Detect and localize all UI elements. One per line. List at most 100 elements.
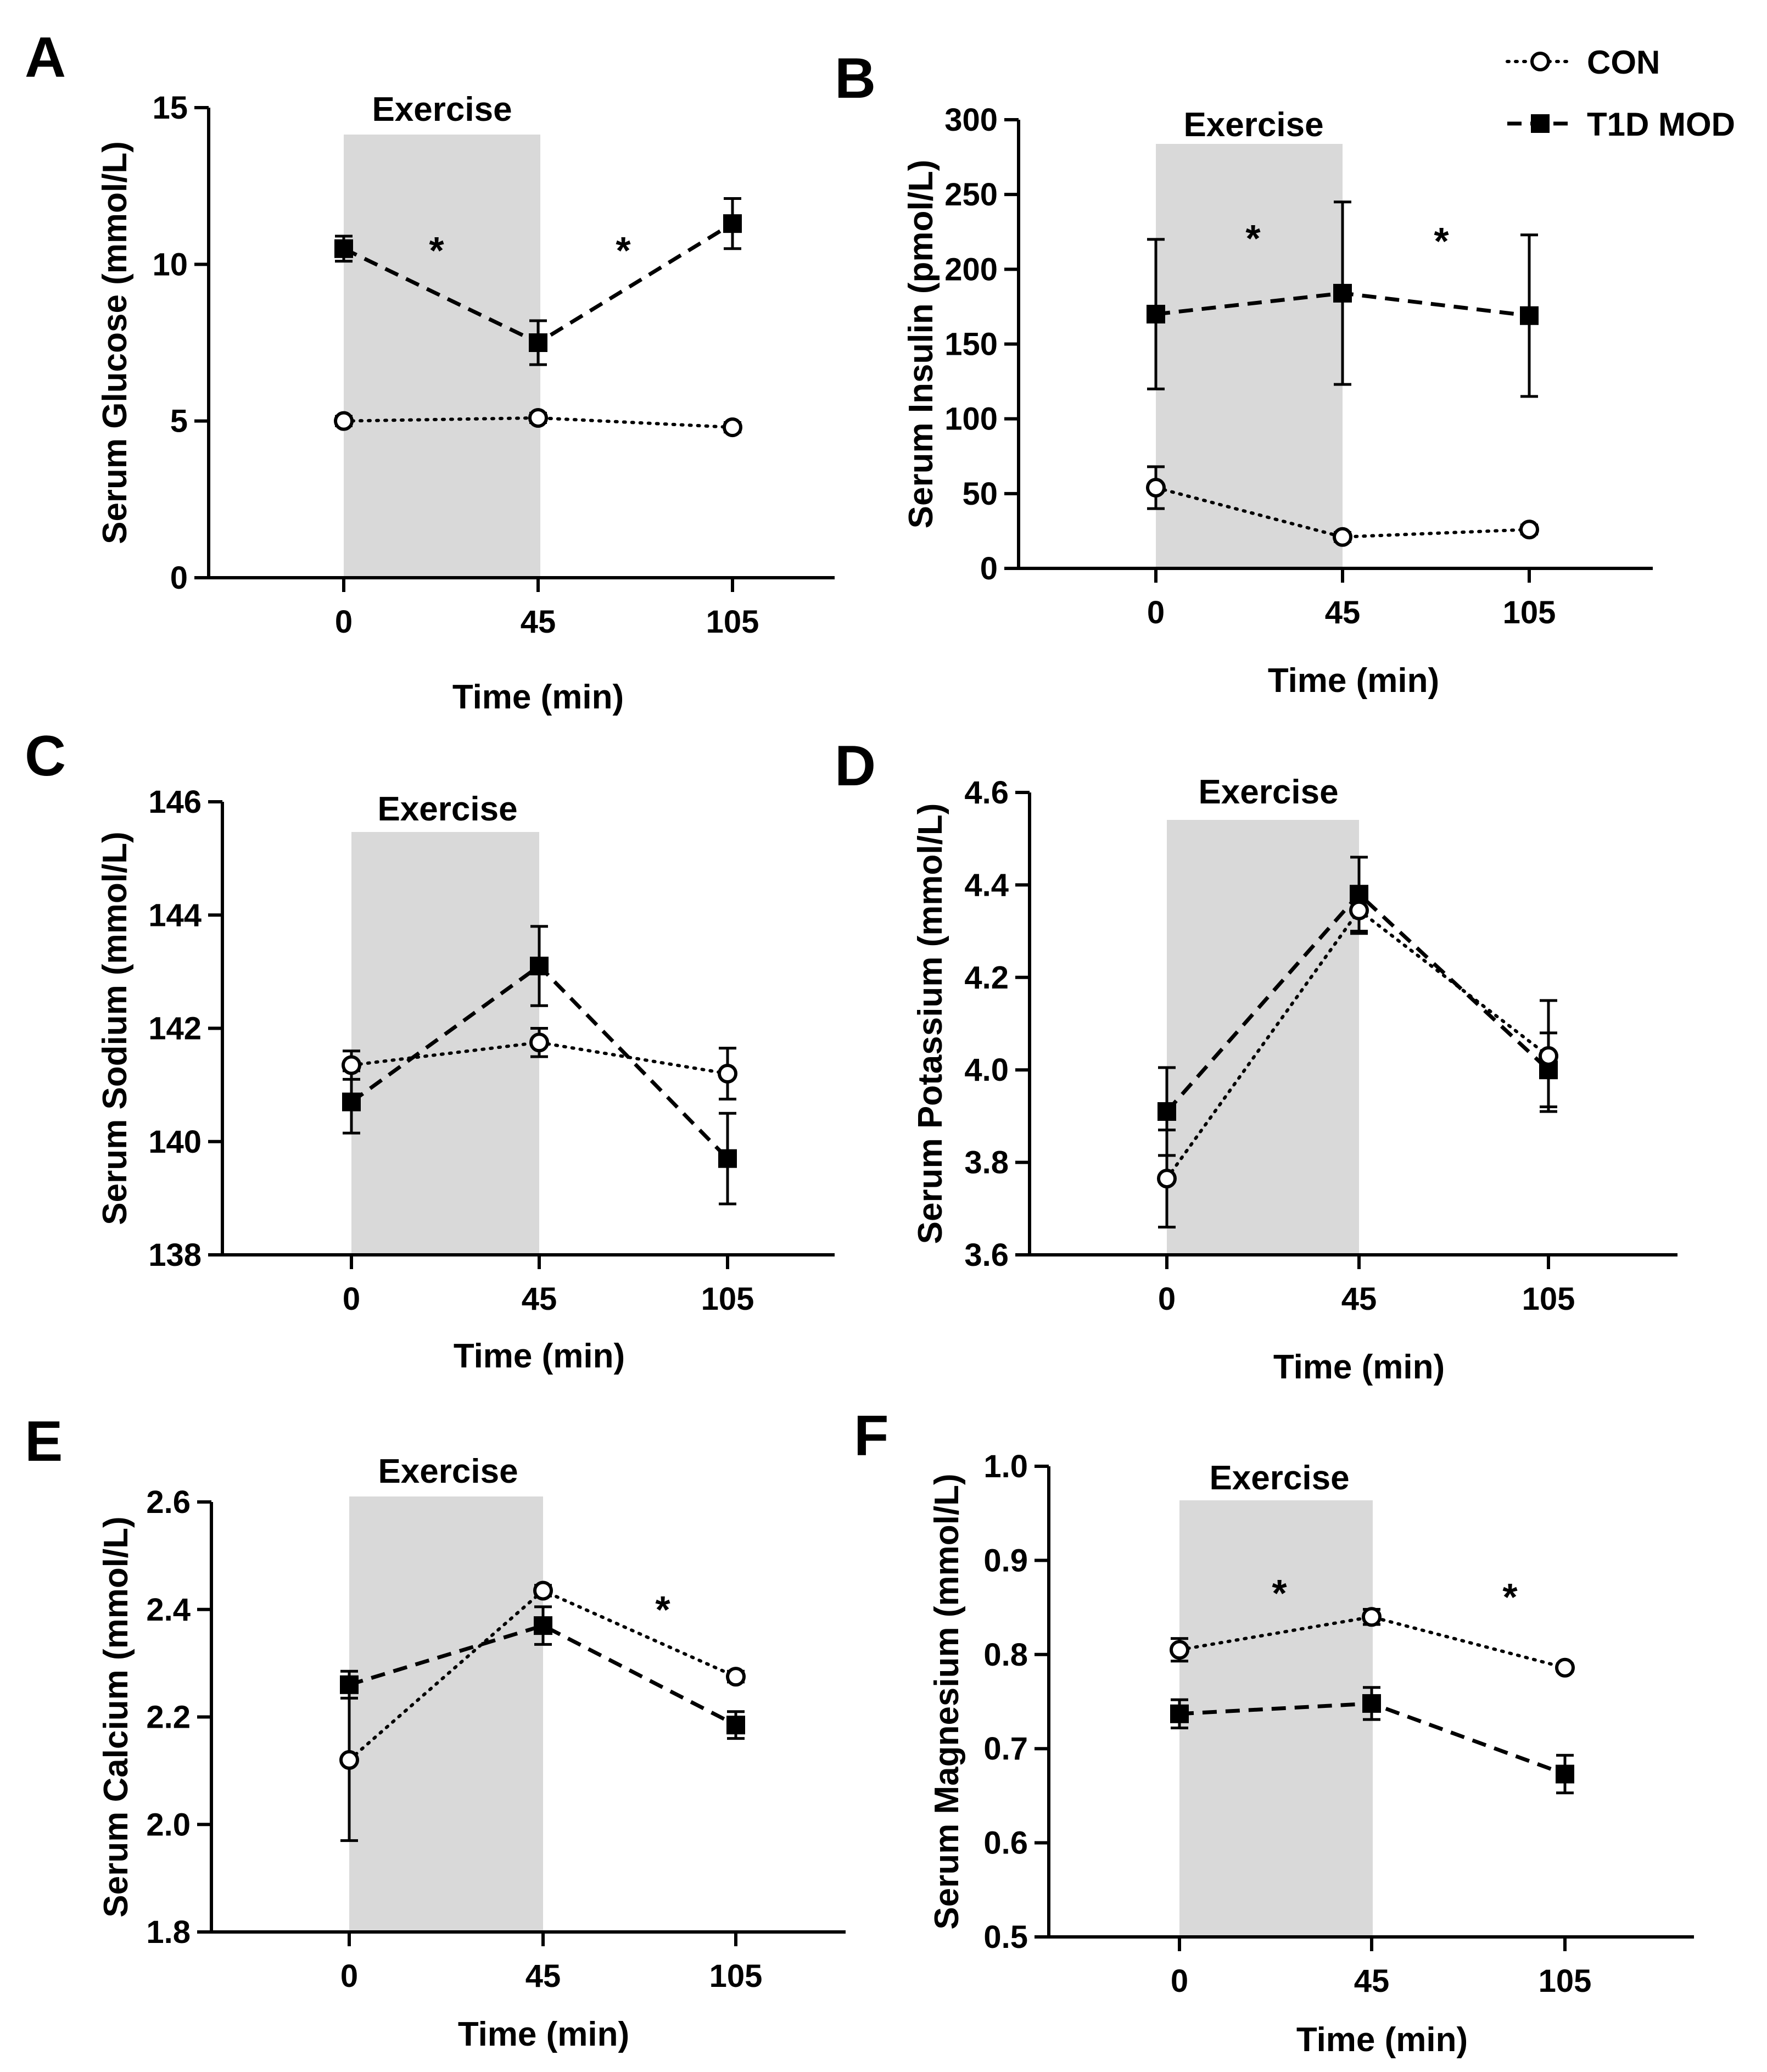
panel-a-series-con [334, 407, 742, 438]
panel-d-series-con-point [1539, 1046, 1558, 1066]
panel-c-y-axis-title: Serum Sodium (mmol/L) [96, 831, 134, 1225]
panel-b-series-con-line [1154, 485, 1531, 539]
panel-f-x-tick-label: 45 [1354, 1963, 1390, 1999]
panel-b-series-con-point [1333, 527, 1352, 547]
panel-b-significance-star: * [1434, 220, 1449, 263]
panel-c-series-con [342, 1027, 737, 1101]
panel-f: Exercise 0.5 0.6 0.7 0.8 0.9 1.0 0 45 105 Time (mi… [854, 1404, 1694, 2059]
panel-f-series-con-point [1362, 1607, 1382, 1627]
panel-e-letter: E [25, 1410, 63, 1473]
panel-d-x-tick-label: 45 [1341, 1281, 1377, 1317]
panel-d-y-tick-label: 3.8 [964, 1145, 1009, 1181]
panel-f-y-tick-label: 0.9 [983, 1543, 1028, 1578]
panel-c-y-tick-label: 144 [148, 897, 202, 933]
panel-b-x-tick-label: 0 [1147, 595, 1165, 630]
panel-c-letter: C [25, 724, 66, 788]
panel-a-x-tick-label: 45 [521, 604, 556, 640]
panel-e-y-axis-title: Serum Calcium (mmol/L) [97, 1516, 135, 1917]
panel-b-x-tick-label: 45 [1325, 595, 1361, 630]
panel-d-letter: D [835, 734, 876, 798]
panel-a-x-tick-label: 105 [706, 604, 759, 640]
panel-b-series-t1d-mod-point [1147, 305, 1165, 324]
panel-c: Exercise 138 140 142 144 146 0 45 105 Time (min) S… [25, 724, 835, 1375]
panel-a-y-tick-label: 0 [170, 560, 188, 596]
panel-e-exercise-region [349, 1496, 543, 1932]
panel-d-series-con-point [1157, 1169, 1177, 1189]
legend-label-t1d-mod: T1D MOD [1587, 106, 1735, 143]
panel-b-y-axis-title: Serum Insulin (pmol/L) [902, 160, 940, 529]
panel-e-significance-star: * [655, 1588, 670, 1631]
panel-a-series-con-line [342, 416, 734, 429]
panel-c-series-t1d-mod-point [342, 1092, 361, 1112]
panel-b-y-tick-label: 100 [944, 401, 998, 437]
panel-e-y-tick-label: 2.2 [146, 1700, 191, 1735]
panel-f-series-t1d-mod-point [1170, 1704, 1189, 1723]
panel-f-series-t1d-mod [1170, 1686, 1574, 1795]
panel-c-series-t1d-mod [342, 925, 737, 1205]
panel-e-exercise-label: Exercise [378, 1453, 518, 1490]
panel-a-y-tick-label: 10 [152, 247, 188, 282]
panel-f-series-con-point [1170, 1640, 1189, 1660]
panel-a-y-tick-label: 15 [152, 90, 188, 126]
panel-b-series-con [1146, 465, 1539, 547]
panel-b-exercise-label: Exercise [1183, 106, 1323, 144]
panel-d-x-axis-title: Time (min) [1273, 1348, 1445, 1386]
panel-a-series-con-point [723, 417, 742, 438]
panel-d-x-tick-label: 105 [1522, 1281, 1575, 1317]
panel-a-series-t1d-mod [334, 197, 742, 366]
panel-c-series-con-point [529, 1032, 549, 1053]
panel-a-series-t1d-mod-point [529, 333, 547, 352]
panel-b-y-tick-label: 150 [944, 327, 998, 362]
panel-d: Exercise 3.6 3.8 4.0 4.2 4.4 4.6 0 45 105 Time (mi… [835, 734, 1677, 1386]
panel-c-series-t1d-mod-point [530, 957, 549, 976]
panel-b: Exercise 0 50 100 150 200 250 300 0 45 105 Time (mi… [835, 47, 1653, 700]
panel-a-letter: A [25, 26, 66, 90]
panel-f-series-t1d-mod-point [1556, 1764, 1574, 1784]
panel-f-y-tick-label: 0.6 [983, 1825, 1028, 1861]
panel-a-series-con-point [334, 411, 354, 431]
panel-e-y-tick-label: 2.4 [146, 1592, 191, 1628]
panel-c-series-t1d-mod-point [718, 1149, 737, 1168]
panel-e-series-t1d-mod-point [534, 1616, 552, 1635]
panel-a-exercise-label: Exercise [372, 91, 512, 129]
panel-f-exercise-region [1179, 1500, 1373, 1937]
panel-b-x-tick-label: 105 [1503, 595, 1556, 630]
panel-f-x-axis-title: Time (min) [1296, 2021, 1468, 2059]
panel-b-significance-star: * [1245, 217, 1261, 260]
panel-d-y-tick-label: 4.0 [964, 1052, 1009, 1088]
panel-f-significance-star: * [1272, 1572, 1287, 1615]
panel-f-x-tick-label: 0 [1171, 1963, 1188, 1999]
panel-e-x-axis-title: Time (min) [458, 2015, 629, 2053]
panel-d-series-con-point [1349, 900, 1369, 920]
panel-e-x-tick-label: 105 [709, 1958, 763, 1994]
panel-f-exercise-label: Exercise [1209, 1459, 1349, 1497]
panel-a-exercise-region [344, 135, 540, 578]
panel-b-series-t1d-mod-point [1333, 283, 1352, 303]
panel-f-y-axis-title: Serum Magnesium (mmol/L) [928, 1473, 966, 1929]
panel-e-series-con-point [533, 1580, 553, 1601]
panel-e-y-tick-label: 2.0 [146, 1807, 191, 1842]
panel-f-y-tick-label: 1.0 [983, 1449, 1028, 1484]
panel-f-series-con-line [1178, 1615, 1567, 1669]
panel-c-y-tick-label: 138 [148, 1237, 202, 1273]
panel-b-y-tick-label: 200 [944, 252, 998, 287]
panel-d-x-tick-label: 0 [1158, 1281, 1176, 1317]
panel-f-x-tick-label: 105 [1539, 1963, 1592, 1999]
panel-b-x-axis-title: Time (min) [1268, 662, 1439, 700]
panel-d-exercise-label: Exercise [1198, 773, 1338, 811]
panel-d-exercise-region [1167, 820, 1359, 1255]
panel-e-series-con-point [726, 1667, 746, 1687]
panel-f-significance-star: * [1502, 1576, 1518, 1618]
panel-e-x-tick-label: 0 [340, 1958, 358, 1994]
panel-c-x-axis-title: Time (min) [454, 1337, 625, 1375]
panel-a-series-t1d-mod-point [334, 239, 353, 258]
panel-f-series-t1d-mod-point [1362, 1694, 1381, 1713]
legend-marker-con [1530, 52, 1550, 71]
legend-label-con: CON [1587, 44, 1660, 81]
panel-d-series-t1d-mod-point [1158, 1102, 1176, 1121]
panel-b-y-tick-label: 50 [962, 476, 998, 512]
panel-d-series-con [1157, 886, 1558, 1228]
